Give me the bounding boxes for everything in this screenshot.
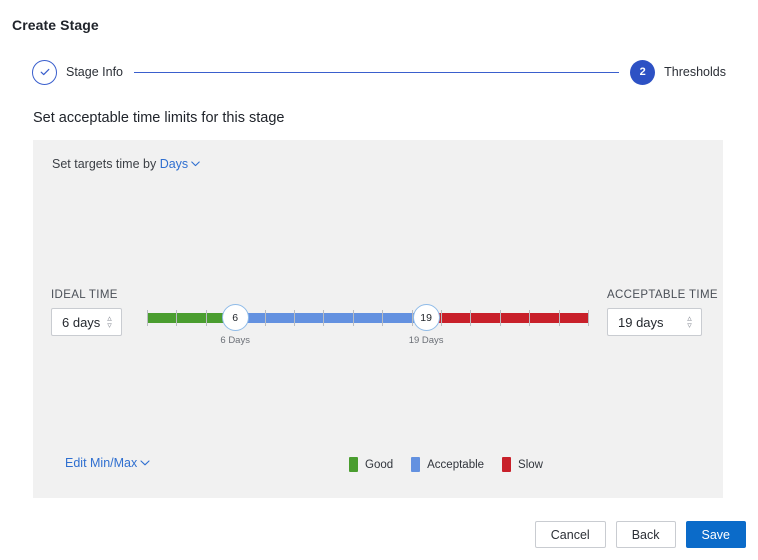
slider-tick bbox=[147, 310, 148, 326]
range-slider[interactable]: 6 6 Days 19 19 Days bbox=[147, 304, 589, 346]
chevron-up-icon[interactable]: ▵ bbox=[107, 313, 112, 323]
acceptable-time-value: 19 days bbox=[618, 314, 664, 330]
legend-swatch-acceptable bbox=[411, 457, 421, 472]
page-title: Set acceptable time limits for this stag… bbox=[33, 110, 285, 126]
ideal-time-block: IDEAL TIME 6 days ▵ ▿ bbox=[51, 289, 122, 336]
time-unit-value: Days bbox=[159, 157, 189, 171]
legend-swatch-slow bbox=[502, 457, 512, 472]
acceptable-handle-caption: 19 Days bbox=[408, 335, 444, 346]
chevron-down-icon[interactable]: ▿ bbox=[687, 320, 692, 330]
slider-tick bbox=[558, 310, 560, 326]
back-button[interactable]: Back bbox=[615, 521, 676, 548]
set-targets-prefix: Set targets time by bbox=[52, 157, 157, 171]
slider-tick bbox=[293, 310, 295, 326]
slider-segment-good bbox=[147, 313, 236, 323]
ideal-time-label: IDEAL TIME bbox=[51, 289, 118, 301]
legend-item-acceptable: Acceptable bbox=[411, 457, 484, 472]
step-stage-info[interactable]: Stage Info bbox=[32, 59, 123, 85]
dialog-title: Create Stage bbox=[12, 17, 99, 33]
slider-tick bbox=[264, 310, 266, 326]
time-unit-dropdown[interactable]: Days bbox=[160, 157, 200, 171]
chevron-down-icon[interactable]: ▿ bbox=[107, 320, 112, 330]
legend-item-good: Good bbox=[349, 457, 393, 472]
slider-tick bbox=[499, 310, 501, 326]
legend-swatch-good bbox=[349, 457, 358, 472]
ideal-time-value: 6 days bbox=[62, 314, 101, 330]
threshold-slider-region: IDEAL TIME 6 days ▵ ▿ ACCEPTABLE TIME 19… bbox=[33, 140, 723, 498]
ideal-time-spinner-arrows[interactable]: ▵ ▿ bbox=[104, 313, 115, 330]
ideal-handle[interactable]: 6 bbox=[221, 304, 249, 331]
thresholds-panel: Set targets time by Days IDEAL TIME 6 da… bbox=[33, 140, 723, 498]
step-thresholds-label: Thresholds bbox=[664, 65, 726, 79]
edit-minmax-label: Edit Min/Max bbox=[65, 456, 138, 470]
wizard-stepper: Stage Info 2 Thresholds bbox=[32, 58, 726, 86]
acceptable-handle[interactable]: 19 bbox=[412, 304, 440, 331]
legend-label: Acceptable bbox=[427, 458, 485, 471]
step-stage-info-circle bbox=[32, 59, 57, 85]
step-stage-info-label: Stage Info bbox=[66, 65, 123, 79]
step-thresholds-circle: 2 bbox=[630, 59, 656, 85]
cancel-button[interactable]: Cancel bbox=[534, 521, 606, 548]
set-targets-row: Set targets time by Days bbox=[52, 157, 200, 171]
slider-tick bbox=[352, 310, 354, 326]
slider-segment-acceptable bbox=[235, 313, 427, 323]
slider-tick bbox=[382, 310, 384, 326]
edit-minmax-button[interactable]: Edit Min/Max bbox=[65, 456, 150, 470]
stepper-connector bbox=[134, 71, 620, 73]
acceptable-time-block: ACCEPTABLE TIME 19 days ▵ ▿ bbox=[607, 289, 718, 336]
acceptable-time-spinner-arrows[interactable]: ▵ ▿ bbox=[684, 313, 695, 330]
slider-tick bbox=[440, 310, 442, 326]
dialog-actions: Cancel Back Save bbox=[534, 521, 746, 548]
slider-tick bbox=[470, 310, 472, 326]
acceptable-time-stepper[interactable]: 19 days ▵ ▿ bbox=[607, 308, 702, 336]
slider-tick bbox=[588, 310, 589, 326]
legend-item-slow: Slow bbox=[502, 457, 543, 472]
check-icon bbox=[40, 68, 49, 76]
step-thresholds[interactable]: 2 Thresholds bbox=[630, 59, 726, 85]
chart-legend: Good Acceptable Slow bbox=[349, 457, 543, 472]
ideal-time-stepper[interactable]: 6 days ▵ ▿ bbox=[51, 308, 122, 336]
slider-tick bbox=[176, 310, 178, 326]
slider-track[interactable] bbox=[147, 313, 588, 323]
chevron-down-icon bbox=[191, 156, 200, 170]
ideal-handle-caption: 6 Days bbox=[220, 335, 250, 346]
legend-label: Slow bbox=[518, 458, 543, 471]
slider-segment-slow bbox=[426, 313, 588, 323]
slider-tick bbox=[323, 310, 325, 326]
chevron-up-icon[interactable]: ▵ bbox=[687, 313, 692, 323]
save-button[interactable]: Save bbox=[685, 521, 746, 548]
slider-tick bbox=[205, 310, 207, 326]
slider-tick bbox=[529, 310, 531, 326]
slider-tick bbox=[411, 310, 413, 326]
legend-label: Good bbox=[365, 458, 394, 471]
acceptable-time-label: ACCEPTABLE TIME bbox=[607, 289, 718, 301]
chevron-down-icon bbox=[140, 455, 150, 469]
